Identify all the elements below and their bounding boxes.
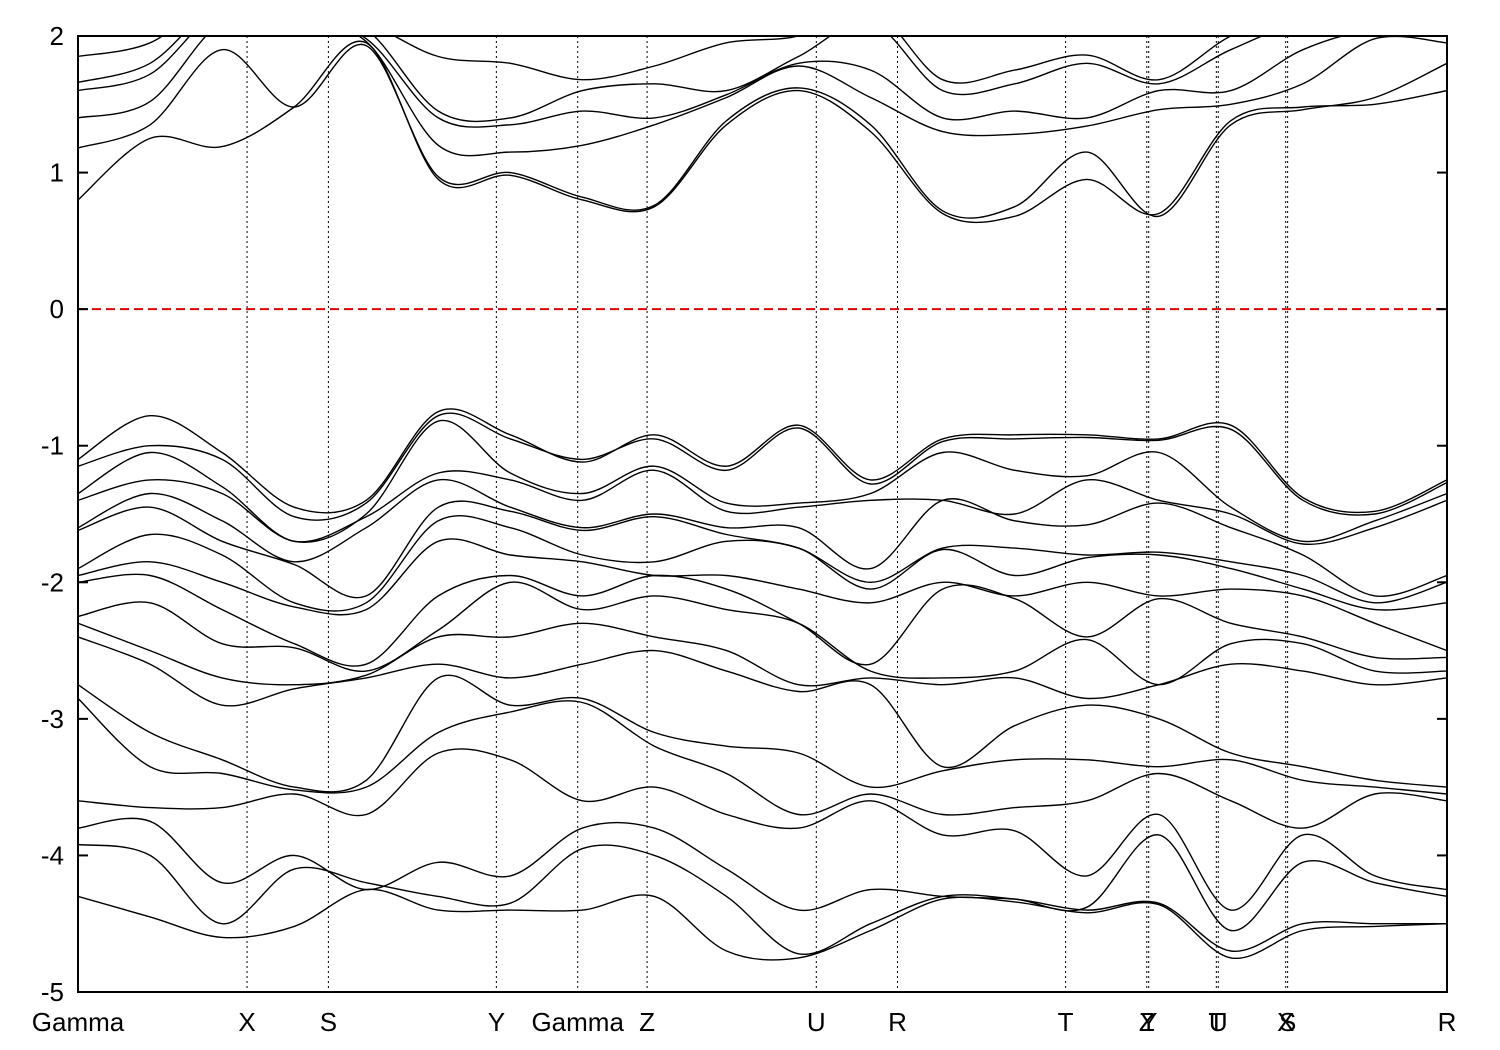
- y-tick-label: 0: [50, 294, 64, 324]
- high-symmetry-lines: [246, 36, 1289, 992]
- plot-frame: [77, 35, 1448, 993]
- band-line: [78, 36, 1345, 128]
- band-line: [78, 36, 1233, 84]
- band-line: [78, 674, 1447, 795]
- band-line: [78, 843, 1447, 956]
- band-line: [78, 43, 1447, 219]
- x-tick-label: T: [1208, 1007, 1224, 1037]
- band-line: [78, 817, 1447, 932]
- band-line: [78, 573, 1447, 667]
- band-line: [78, 469, 1447, 545]
- x-tick-label: Z: [639, 1007, 655, 1037]
- x-tick-label: U: [807, 1007, 826, 1037]
- x-tick-label: Gamma: [531, 1007, 624, 1037]
- x-tick-label: Y: [1140, 1007, 1157, 1037]
- y-tick-label: 2: [50, 21, 64, 51]
- x-tick-label: U: [1209, 1007, 1228, 1037]
- plot-area: 210-1-2-3-4-5 Gamma X S Y Gamma Z U R T ZY TU XS R: [32, 21, 1457, 1037]
- band-line: [78, 36, 1447, 157]
- x-tick-label: Gamma: [32, 1007, 125, 1037]
- y-tick-label: -2: [41, 567, 64, 597]
- band-line: [78, 478, 1447, 597]
- band-line: [78, 697, 1447, 829]
- y-tick-label: -1: [41, 431, 64, 461]
- band-line: [78, 419, 1447, 543]
- band-line: [78, 515, 1447, 612]
- band-line: [78, 888, 1447, 961]
- y-tick-label: -3: [41, 704, 64, 734]
- band-line: [78, 622, 1447, 700]
- band-line: [78, 581, 1447, 686]
- band-line: [78, 36, 1264, 123]
- y-tick-label: -4: [41, 840, 64, 870]
- x-axis-ticks: Gamma X S Y Gamma Z U R T ZY TU XS R: [32, 1007, 1457, 1037]
- x-tick-label: T: [1058, 1007, 1074, 1037]
- band-line: [78, 538, 1447, 652]
- x-tick-label: R: [1438, 1007, 1457, 1037]
- x-tick-label: R: [888, 1007, 907, 1037]
- x-tick-label: Z: [1139, 1007, 1155, 1037]
- x-tick-label: X: [1277, 1007, 1294, 1037]
- band-line: [78, 40, 1447, 224]
- band-line: [78, 500, 1447, 604]
- x-tick-label: S: [320, 1007, 337, 1037]
- band-lines: [78, 36, 1447, 961]
- y-tick-label: -5: [41, 977, 64, 1007]
- band-line: [78, 748, 1447, 911]
- band-line: [78, 412, 1447, 521]
- y-axis-ticks: 2 1 0 -1 -2 -3 -4 -5: [41, 21, 1447, 1007]
- y-tick-label: 1: [50, 158, 64, 188]
- band-line: [78, 408, 1447, 514]
- x-tick-label: X: [238, 1007, 255, 1037]
- x-tick-label: S: [1279, 1007, 1296, 1037]
- band-line: [78, 636, 1447, 788]
- x-tick-label: Y: [488, 1007, 505, 1037]
